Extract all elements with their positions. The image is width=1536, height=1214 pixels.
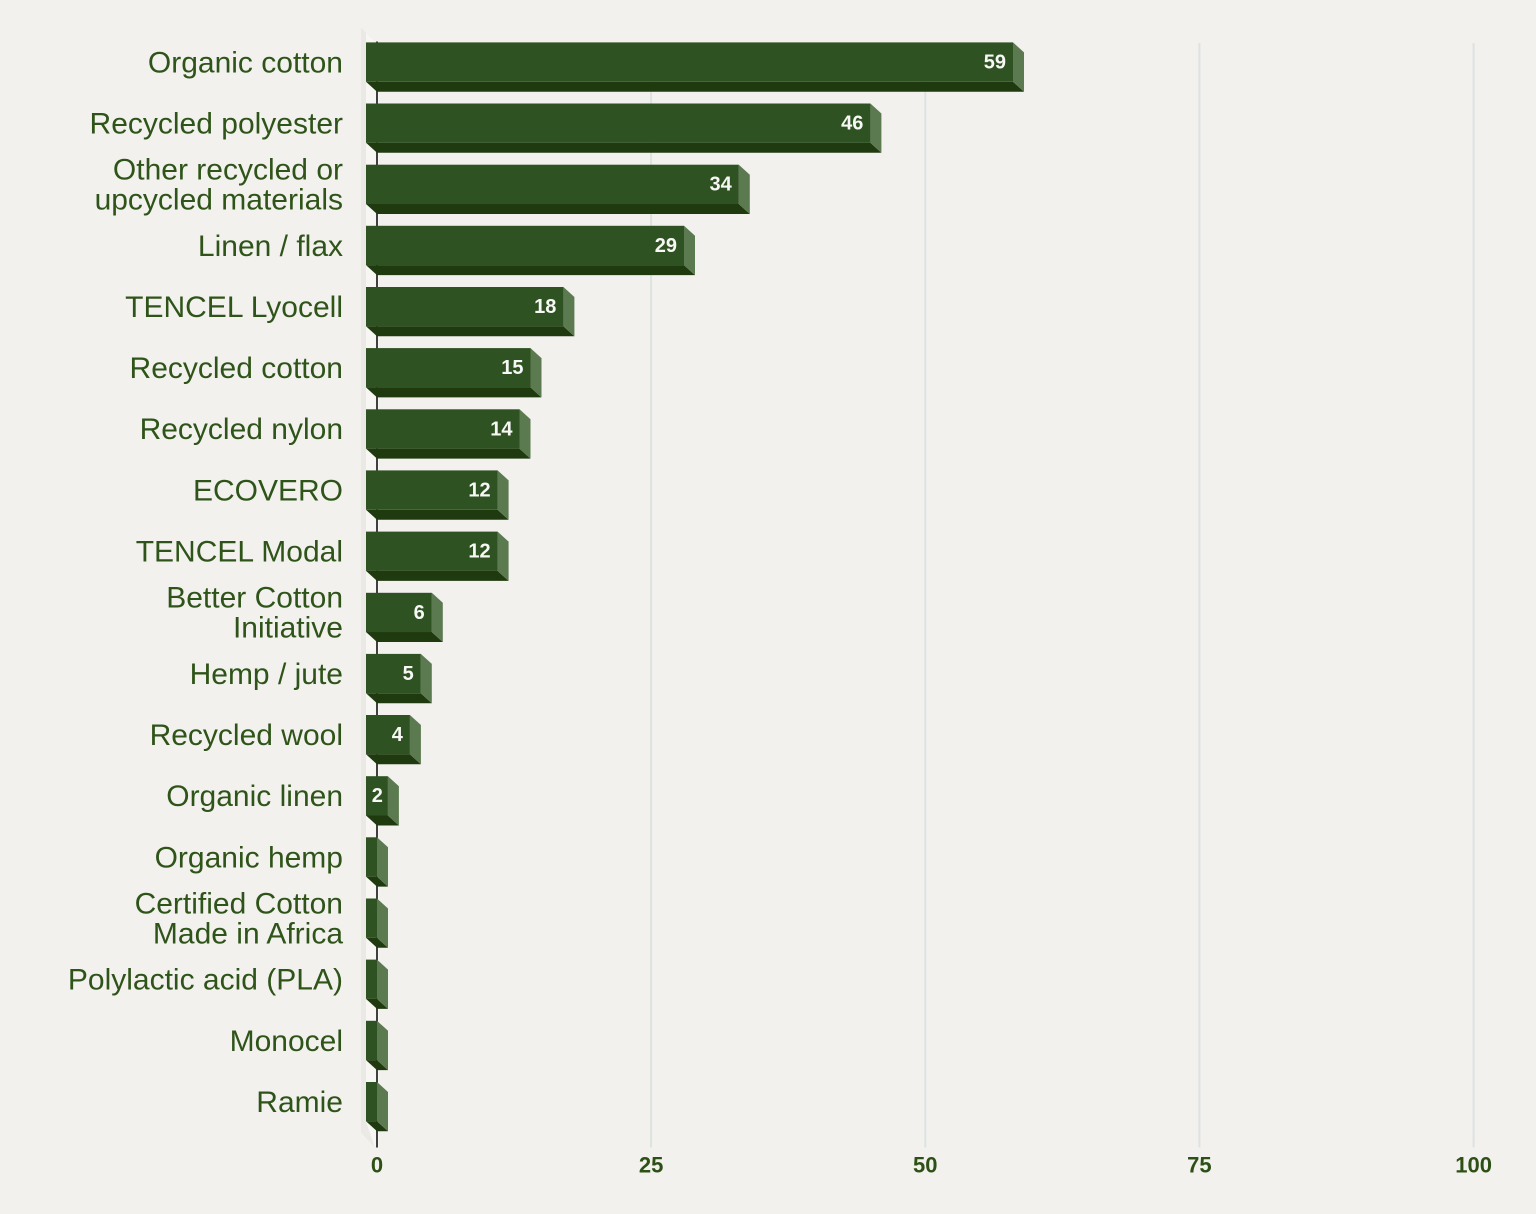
svg-text:46: 46	[841, 113, 863, 135]
svg-text:Recycled nylon: Recycled nylon	[140, 413, 343, 446]
svg-text:TENCEL Lyocell: TENCEL Lyocell	[125, 291, 343, 324]
svg-text:Better Cotton: Better Cotton	[166, 582, 343, 615]
svg-text:6: 6	[414, 602, 425, 624]
svg-text:2: 2	[372, 785, 383, 807]
svg-text:Initiative: Initiative	[233, 612, 343, 645]
svg-text:14: 14	[490, 418, 513, 440]
svg-text:Linen / flax: Linen / flax	[198, 230, 343, 263]
svg-text:Recycled wool: Recycled wool	[150, 719, 343, 752]
svg-text:100: 100	[1455, 1153, 1492, 1178]
svg-text:Monocel: Monocel	[230, 1025, 343, 1058]
svg-text:12: 12	[468, 541, 490, 563]
svg-text:Other recycled or: Other recycled or	[113, 154, 343, 187]
svg-text:34: 34	[710, 174, 733, 196]
svg-text:75: 75	[1187, 1153, 1211, 1178]
svg-text:Recycled polyester: Recycled polyester	[90, 108, 343, 141]
svg-text:Ramie: Ramie	[256, 1086, 343, 1119]
svg-text:ECOVERO: ECOVERO	[193, 474, 343, 507]
svg-text:upcycled materials: upcycled materials	[95, 184, 343, 217]
svg-text:25: 25	[639, 1153, 663, 1178]
svg-text:5: 5	[403, 663, 414, 685]
svg-text:Hemp / jute: Hemp / jute	[190, 658, 343, 691]
svg-text:Organic cotton: Organic cotton	[148, 46, 343, 79]
svg-text:59: 59	[984, 51, 1006, 73]
svg-text:18: 18	[534, 296, 556, 318]
svg-text:Recycled cotton: Recycled cotton	[130, 352, 343, 385]
svg-text:4: 4	[392, 724, 404, 746]
svg-text:Organic linen: Organic linen	[166, 780, 343, 813]
svg-text:TENCEL Modal: TENCEL Modal	[136, 536, 343, 569]
svg-text:Made in Africa: Made in Africa	[153, 917, 343, 950]
svg-text:Organic hemp: Organic hemp	[155, 841, 343, 874]
svg-text:Polylactic acid (PLA): Polylactic acid (PLA)	[68, 964, 343, 997]
svg-text:12: 12	[468, 479, 490, 501]
svg-text:0: 0	[371, 1153, 383, 1178]
svg-text:15: 15	[501, 357, 523, 379]
svg-text:29: 29	[655, 235, 677, 257]
svg-text:50: 50	[913, 1153, 937, 1178]
svg-text:Certified Cotton: Certified Cotton	[135, 887, 343, 920]
